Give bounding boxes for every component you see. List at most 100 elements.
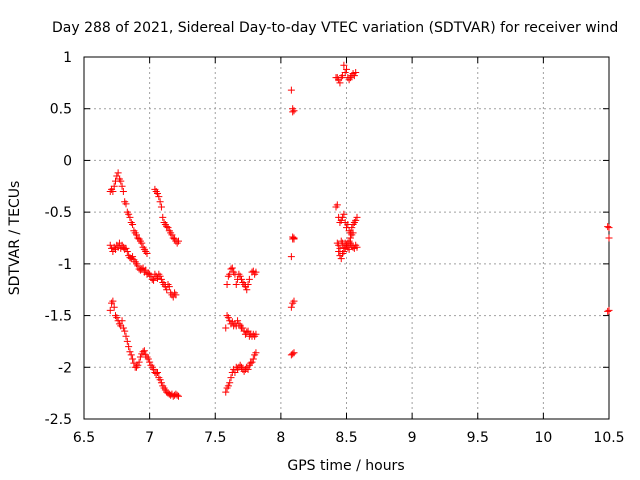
data-point (350, 72, 358, 80)
data-point (129, 253, 137, 261)
y-tick-label: -2.5 (45, 412, 72, 428)
data-point (336, 79, 344, 87)
data-point (152, 369, 160, 377)
data-point (157, 379, 165, 387)
data-point (109, 187, 117, 195)
data-point (119, 187, 127, 195)
data-point (343, 65, 350, 73)
data-point (122, 332, 130, 340)
data-point (604, 307, 612, 315)
data-point (289, 108, 297, 116)
series-arc-upper-2 (151, 185, 182, 247)
data-point (155, 193, 163, 201)
x-tick-label: 10.5 (593, 430, 624, 446)
data-points (106, 61, 613, 400)
data-point (126, 213, 134, 221)
x-tick-label: 10 (534, 430, 552, 446)
data-point (117, 177, 125, 185)
data-point (122, 244, 130, 252)
data-point (109, 297, 117, 305)
data-point (345, 237, 353, 245)
data-point (129, 221, 137, 229)
data-point (138, 239, 146, 247)
data-point (239, 324, 247, 332)
data-point (232, 281, 240, 289)
data-point (165, 283, 173, 291)
data-point (168, 231, 176, 239)
data-point (224, 382, 232, 390)
data-point (290, 349, 298, 357)
data-point (287, 303, 295, 311)
data-point (238, 275, 245, 283)
x-tick-label: 9.5 (467, 430, 489, 446)
data-point (143, 250, 151, 258)
y-tick-label: 1 (63, 50, 72, 66)
data-point (243, 328, 251, 336)
data-point (345, 245, 353, 253)
x-tick-label: 7 (145, 430, 154, 446)
data-point (114, 169, 122, 177)
data-point (252, 349, 260, 357)
series-arc-lower-1 (106, 297, 182, 400)
y-tick-label: -2 (58, 360, 72, 376)
data-point (236, 272, 244, 280)
data-point (164, 224, 172, 232)
data-point (118, 317, 126, 325)
data-point (605, 306, 613, 314)
x-tick-label: 7.5 (204, 430, 226, 446)
data-point (290, 235, 298, 243)
data-point (118, 182, 126, 190)
data-point (119, 324, 127, 332)
data-point (134, 262, 142, 270)
y-tick-label: -1.5 (45, 309, 72, 325)
data-point (352, 69, 360, 77)
data-point (605, 234, 613, 242)
data-point (352, 216, 360, 224)
data-point (339, 213, 347, 221)
data-point (156, 198, 164, 206)
data-point (245, 275, 253, 283)
data-point (157, 275, 165, 283)
data-point (604, 223, 612, 231)
data-point (157, 203, 165, 211)
data-point (110, 182, 118, 190)
data-point (353, 213, 361, 221)
data-point (252, 330, 260, 338)
data-point (134, 361, 142, 369)
data-point (148, 275, 156, 283)
data-point (222, 324, 230, 332)
data-point (127, 351, 135, 359)
data-point (126, 348, 134, 356)
data-point (349, 229, 357, 237)
data-point (223, 281, 231, 289)
data-point (106, 306, 114, 314)
data-point (140, 347, 148, 355)
data-point (122, 200, 130, 208)
data-point (224, 314, 232, 322)
data-point (346, 234, 354, 242)
data-point (173, 391, 181, 399)
y-axis-label: SDTVAR / TECUs (7, 181, 23, 296)
data-point (337, 255, 345, 263)
data-point (340, 61, 348, 69)
data-point (248, 358, 256, 366)
data-point (287, 86, 295, 94)
x-tick-label: 6.5 (73, 430, 95, 446)
data-point (154, 368, 161, 376)
data-point (348, 224, 356, 232)
data-point (150, 276, 158, 284)
data-point (353, 243, 361, 251)
data-point (156, 272, 164, 280)
data-point (146, 358, 154, 366)
series-arc-upper-1 (106, 169, 151, 258)
series-arc-10.5h (604, 223, 613, 315)
data-point (159, 213, 167, 221)
data-point (163, 223, 171, 231)
data-point (290, 107, 298, 115)
data-point (341, 69, 349, 77)
data-point (228, 264, 236, 272)
data-point (222, 388, 230, 396)
data-point (154, 190, 161, 198)
chart-title: Day 288 of 2021, Sidereal Day-to-day VTE… (52, 20, 618, 36)
